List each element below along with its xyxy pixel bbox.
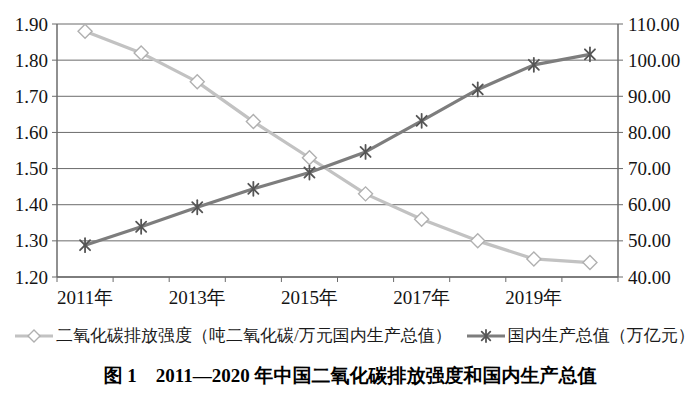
svg-text:90.00: 90.00 — [628, 86, 671, 107]
chart-legend: 二氧化碳排放强度（吨二氧化碳/万元国内生产总值） 国内生产总值（万亿元） — [0, 324, 700, 347]
svg-text:2015年: 2015年 — [281, 287, 338, 308]
gdp-series-swatch — [466, 329, 506, 343]
svg-text:1.30: 1.30 — [15, 230, 48, 251]
svg-text:1.70: 1.70 — [15, 86, 48, 107]
legend-item-gdp: 国内生产总值（万亿元） — [466, 324, 695, 347]
line-chart: 1.20 40.00 1.30 50.00 1.40 60.00 1.50 70.00 1.60… — [0, 0, 700, 312]
svg-text:1.80: 1.80 — [15, 50, 48, 71]
svg-text:2017年: 2017年 — [393, 287, 450, 308]
svg-text:1.20: 1.20 — [15, 267, 48, 288]
svg-text:70.00: 70.00 — [628, 158, 671, 179]
svg-text:2019年: 2019年 — [505, 287, 562, 308]
svg-text:100.00: 100.00 — [628, 50, 680, 71]
svg-text:1.90: 1.90 — [15, 14, 48, 35]
svg-text:1.40: 1.40 — [15, 194, 48, 215]
figure-caption: 图 1 2011—2020 年中国二氧化碳排放强度和国内生产总值 — [0, 363, 700, 389]
svg-text:60.00: 60.00 — [628, 194, 671, 215]
co2-intensity-series-swatch — [14, 329, 54, 343]
svg-text:2013年: 2013年 — [169, 287, 226, 308]
svg-text:80.00: 80.00 — [628, 122, 671, 143]
legend-label-co2-intensity: 二氧化碳排放强度（吨二氧化碳/万元国内生产总值） — [56, 324, 452, 347]
legend-item-co2-intensity: 二氧化碳排放强度（吨二氧化碳/万元国内生产总值） — [14, 324, 452, 347]
svg-text:110.00: 110.00 — [628, 14, 680, 35]
figure: 1.20 40.00 1.30 50.00 1.40 60.00 1.50 70.00 1.60… — [0, 0, 700, 410]
svg-text:2011年: 2011年 — [57, 287, 113, 308]
svg-text:50.00: 50.00 — [628, 230, 671, 251]
svg-text:40.00: 40.00 — [628, 267, 671, 288]
svg-text:1.50: 1.50 — [15, 158, 48, 179]
legend-label-gdp: 国内生产总值（万亿元） — [508, 324, 695, 347]
svg-text:1.60: 1.60 — [15, 122, 48, 143]
